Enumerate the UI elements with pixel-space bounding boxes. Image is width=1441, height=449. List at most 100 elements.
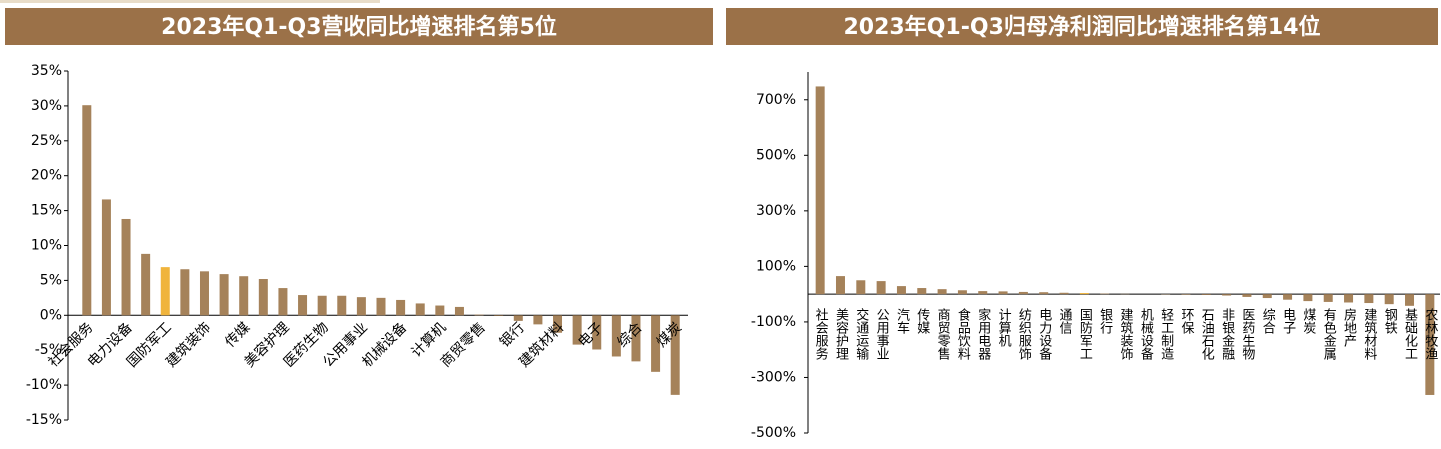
bar xyxy=(199,271,209,316)
bar xyxy=(219,274,229,316)
bar xyxy=(1018,291,1028,295)
title-banner xyxy=(726,8,1438,45)
x-tick-label: 电力设备 xyxy=(1036,308,1052,361)
x-tick-label: 建筑装饰 xyxy=(1118,308,1134,360)
x-tick-label: 计算机 xyxy=(996,308,1012,348)
x-tick-label: 有色金属 xyxy=(1321,308,1337,361)
bar xyxy=(815,86,825,295)
bar xyxy=(1405,294,1415,306)
bar xyxy=(415,303,425,316)
x-tick-label: 房地产 xyxy=(1341,308,1357,349)
y-tick-label: -300% xyxy=(751,369,796,385)
x-tick-label: 传媒 xyxy=(914,308,930,334)
x-tick-label: 非银金融 xyxy=(1219,308,1235,360)
bar xyxy=(631,315,641,362)
bar xyxy=(1303,294,1313,302)
x-tick-label: 煤炭 xyxy=(1300,308,1316,335)
bar xyxy=(1100,293,1110,295)
y-tick-label: 25% xyxy=(31,133,62,149)
x-tick-label: 医药生物 xyxy=(1239,308,1255,361)
bar xyxy=(611,315,621,357)
y-tick-label: 20% xyxy=(31,168,62,184)
x-tick-label: 建筑材料 xyxy=(1361,308,1377,360)
bar xyxy=(1079,293,1089,295)
chart-title: 2023年Q1-Q3归母净利润同比增速排名第14位 xyxy=(844,14,1321,40)
bar xyxy=(835,276,845,295)
y-tick-label: 100% xyxy=(756,258,796,274)
bar xyxy=(258,279,268,316)
bar xyxy=(533,315,543,325)
bar xyxy=(572,315,582,345)
x-tick-label: 基础化工 xyxy=(1402,308,1418,360)
bar xyxy=(1039,292,1049,295)
y-tick-label: 300% xyxy=(756,203,796,219)
bar xyxy=(239,276,249,316)
bar xyxy=(553,315,563,333)
bar xyxy=(876,281,886,295)
x-tick-label: 电子 xyxy=(1280,308,1296,334)
bar xyxy=(998,291,1008,295)
x-tick-label: 石油石化 xyxy=(1199,308,1215,361)
x-tick-label: 食品饮料 xyxy=(955,308,971,361)
bar xyxy=(978,291,988,295)
y-tick-label: -5% xyxy=(35,342,62,358)
bar xyxy=(160,267,170,316)
bar xyxy=(1364,294,1374,304)
bar xyxy=(1344,294,1354,303)
bar xyxy=(896,286,906,295)
chart-title: 2023年Q1-Q3营收同比增速排名第5位 xyxy=(161,14,557,40)
x-tick-label: 银行 xyxy=(497,320,528,351)
x-tick-label: 社会服务 xyxy=(813,308,829,361)
bar xyxy=(1222,294,1232,296)
y-tick-label: -100% xyxy=(751,314,796,330)
x-tick-label: 农林牧渔 xyxy=(1422,308,1438,360)
x-tick-label: 汽车 xyxy=(894,308,910,334)
bar xyxy=(1425,294,1435,395)
x-tick-label: 公用事业 xyxy=(874,308,890,360)
x-tick-label: 轻工制造 xyxy=(1158,308,1174,361)
bar xyxy=(356,297,366,316)
bar xyxy=(454,306,464,316)
bar xyxy=(513,315,523,321)
y-tick-label: 35% xyxy=(31,63,62,79)
x-tick-label: 美容护理 xyxy=(833,308,849,360)
x-tick-label: 传媒 xyxy=(222,320,253,351)
y-tick-label: 5% xyxy=(40,272,62,288)
x-tick-label: 商贸零售 xyxy=(935,308,951,360)
bar xyxy=(337,295,347,316)
bar xyxy=(435,305,445,316)
x-tick-label: 银行 xyxy=(1097,308,1113,335)
bar xyxy=(180,269,190,316)
bar xyxy=(856,280,866,295)
bar xyxy=(937,289,947,295)
bar xyxy=(1262,294,1272,299)
bar xyxy=(1201,294,1211,295)
x-tick-label: 国防军工 xyxy=(1077,308,1093,360)
bar xyxy=(1242,294,1252,297)
y-tick-label: 0% xyxy=(40,307,62,323)
y-tick-label: 15% xyxy=(31,203,62,219)
y-tick-label: -500% xyxy=(751,425,796,441)
x-tick-label: 纺织服饰 xyxy=(1016,308,1032,360)
bar xyxy=(670,315,680,395)
y-tick-label: 700% xyxy=(756,92,796,108)
bar xyxy=(651,315,661,372)
bar xyxy=(298,295,308,316)
bar xyxy=(1384,294,1394,305)
x-tick-label: 通信 xyxy=(1057,308,1073,334)
bar xyxy=(957,290,967,295)
bar xyxy=(376,297,386,316)
bar xyxy=(917,288,927,295)
x-tick-label: 机械设备 xyxy=(1138,308,1154,361)
y-tick-label: 30% xyxy=(31,98,62,114)
y-tick-label: -10% xyxy=(26,377,62,393)
bar xyxy=(1181,294,1191,295)
bar xyxy=(1323,294,1333,302)
bar xyxy=(494,315,504,316)
bar xyxy=(141,253,151,316)
bar xyxy=(1283,294,1293,300)
title-banner xyxy=(5,8,713,45)
bar xyxy=(396,299,406,316)
x-tick-label: 家用电器 xyxy=(975,308,991,362)
